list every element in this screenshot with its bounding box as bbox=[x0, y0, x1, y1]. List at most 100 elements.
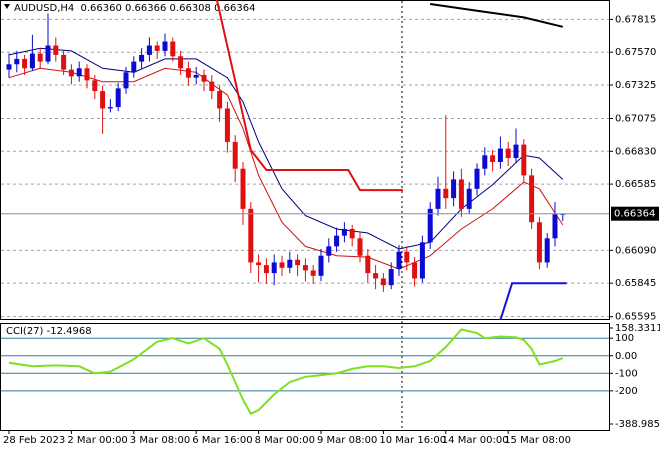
candle-body bbox=[466, 188, 472, 209]
candle-body bbox=[513, 144, 519, 158]
candle-body bbox=[76, 68, 82, 77]
cci-current: -12.4968 bbox=[47, 326, 92, 337]
x-tick-label: 8 Mar 00:00 bbox=[255, 435, 315, 446]
cci-header: CCI(27) -12.4968 bbox=[6, 326, 92, 337]
cci-title: CCI(27) bbox=[6, 326, 44, 337]
candle-body bbox=[123, 72, 129, 89]
candle-body bbox=[193, 74, 199, 78]
candle-body bbox=[380, 278, 386, 286]
candle-body bbox=[224, 108, 230, 142]
indicator-line bbox=[499, 282, 567, 321]
candle-body bbox=[536, 222, 542, 263]
candle-body bbox=[443, 188, 449, 199]
candle-body bbox=[45, 45, 51, 62]
candle-body bbox=[37, 53, 43, 62]
candle-body bbox=[529, 175, 535, 223]
candle-body bbox=[349, 228, 355, 239]
candle-body bbox=[154, 45, 160, 51]
x-tick-label: 2 Mar 00:00 bbox=[67, 435, 127, 446]
x-tick-label: 3 Mar 08:00 bbox=[130, 435, 190, 446]
y-tick-label: 0.67815 bbox=[615, 14, 656, 25]
candle-body bbox=[162, 41, 168, 51]
candle-body bbox=[53, 45, 59, 55]
symbol: AUDUSD,H4 bbox=[14, 3, 74, 14]
candle-body bbox=[388, 269, 394, 286]
candle-body bbox=[139, 54, 145, 62]
ohlc-label: 0.66360 0.66366 0.66308 0.66364 bbox=[80, 3, 255, 14]
y-tick-label: 0.65845 bbox=[615, 278, 656, 289]
candle-body bbox=[497, 148, 503, 163]
y-tick-label: 0.66585 bbox=[615, 179, 656, 190]
candle-body bbox=[310, 270, 316, 276]
current-price-label: 0.66364 bbox=[614, 209, 655, 220]
candle-body bbox=[365, 255, 371, 274]
candle-body bbox=[482, 155, 488, 169]
y-tick-label: 0.66830 bbox=[615, 146, 656, 157]
candle-body bbox=[248, 208, 254, 263]
y-tick-label: -100 bbox=[615, 368, 638, 379]
candle-body bbox=[427, 208, 433, 243]
indicator-line bbox=[215, 0, 403, 192]
candle-body bbox=[373, 273, 379, 279]
x-tick-label: 15 Mar 08:00 bbox=[504, 435, 571, 446]
y-tick-label: 0.65595 bbox=[615, 312, 656, 323]
candle-body bbox=[302, 265, 308, 271]
candle-body bbox=[458, 179, 464, 209]
cci-line bbox=[8, 328, 564, 415]
candle-body bbox=[263, 265, 269, 274]
y-tick-label: 0.67075 bbox=[615, 113, 656, 124]
y-tick-label: -388.985 bbox=[615, 419, 660, 430]
x-tick-label: 28 Feb 2023 bbox=[3, 435, 65, 446]
header: AUDUSD,H4 0.66360 0.66366 0.66308 0.6636… bbox=[14, 3, 255, 14]
candle-body bbox=[451, 179, 457, 199]
candle-body bbox=[435, 188, 441, 209]
x-tick-label: 9 Mar 08:00 bbox=[317, 435, 377, 446]
candle-body bbox=[552, 214, 558, 239]
candle-body bbox=[490, 155, 496, 163]
candle-body bbox=[131, 61, 137, 73]
x-tick-label: 14 Mar 00:00 bbox=[442, 435, 509, 446]
indicator-line bbox=[8, 67, 564, 270]
indicator-line bbox=[430, 3, 564, 28]
candle-body bbox=[92, 80, 98, 92]
candle-body bbox=[357, 238, 363, 256]
candle-body bbox=[396, 251, 402, 270]
candle-body bbox=[29, 53, 35, 69]
candle-body bbox=[6, 64, 12, 70]
symbol-icon bbox=[4, 4, 10, 9]
candle-body bbox=[115, 88, 121, 108]
candle-body bbox=[474, 168, 480, 189]
candle-body bbox=[22, 58, 28, 69]
candle-body bbox=[209, 81, 215, 92]
candle-body bbox=[326, 246, 332, 256]
candle-body bbox=[217, 91, 223, 109]
candle-body bbox=[14, 58, 20, 65]
candle-body bbox=[84, 68, 90, 81]
y-tick-label: 0.67570 bbox=[615, 47, 656, 58]
y-tick-label: 0.67325 bbox=[615, 80, 656, 91]
candle-body bbox=[100, 91, 106, 109]
candle-body bbox=[521, 144, 527, 176]
candle-body bbox=[178, 56, 184, 69]
candle-body bbox=[271, 262, 277, 274]
candle-body bbox=[201, 74, 207, 82]
candle-body bbox=[107, 107, 113, 109]
candle-body bbox=[240, 168, 246, 209]
y-tick-label: 158.3311 bbox=[615, 323, 660, 334]
candle-body bbox=[544, 238, 550, 263]
candle-body bbox=[185, 68, 191, 78]
candle-body bbox=[279, 262, 285, 268]
candle-body bbox=[505, 148, 511, 158]
y-tick-label: 0.66090 bbox=[615, 245, 656, 256]
x-tick-label: 10 Mar 16:00 bbox=[379, 435, 446, 446]
y-tick-label: 0.00 bbox=[615, 351, 637, 362]
indicator-line bbox=[8, 47, 564, 250]
candle-body bbox=[146, 45, 152, 55]
y-tick-label: -200 bbox=[615, 386, 638, 397]
candle-body bbox=[318, 255, 324, 276]
candle-body bbox=[61, 54, 67, 70]
candle-body bbox=[232, 141, 238, 169]
candle-body bbox=[404, 251, 410, 263]
candle-body bbox=[412, 262, 418, 279]
